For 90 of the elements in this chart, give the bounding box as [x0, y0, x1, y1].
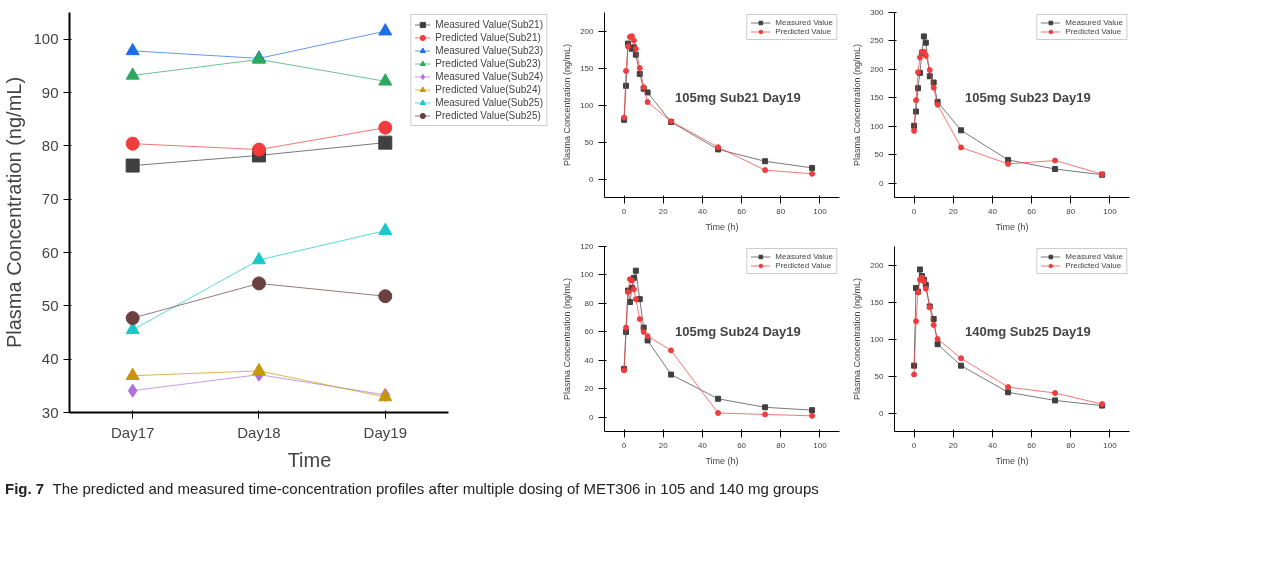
y-tick-label: 100 [580, 270, 595, 280]
legend-label: Measured Value [1065, 252, 1123, 261]
x-tick-label: 40 [697, 440, 708, 450]
y-tick-label: 50 [874, 371, 885, 381]
y-tick-label: 100 [580, 100, 595, 110]
legend-label: Predicted Value(Sub21) [435, 31, 541, 44]
x-tick-label: 0 [621, 440, 627, 450]
y-axis-title: Plasma Concentration (ng/mL) [562, 277, 573, 401]
x-tick-label: Day18 [237, 423, 281, 441]
x-tick-label: 80 [1066, 440, 1076, 450]
y-tick-label: 150 [870, 93, 885, 103]
x-tick-label: 40 [987, 440, 998, 450]
x-axis-title: Time (h) [705, 455, 739, 466]
legend-label: Predicted Value(Sub25) [435, 109, 541, 122]
y-tick-label: 70 [41, 190, 59, 208]
legend-label: Measured Value(Sub25) [435, 96, 543, 109]
legend-label: Predicted Value [775, 27, 832, 36]
y-tick-label: 250 [870, 36, 885, 46]
y-tick-label: 0 [879, 178, 885, 188]
y-tick-label: 100 [33, 30, 59, 48]
x-tick-label: 20 [948, 206, 959, 216]
y-tick-label: 80 [41, 136, 59, 154]
legend-label: Predicted Value(Sub24) [435, 83, 541, 96]
legend-label: Measured Value [775, 18, 833, 27]
x-tick-label: 60 [1027, 440, 1037, 450]
y-tick-label: 150 [870, 297, 885, 307]
x-axis-title: Time [287, 448, 332, 471]
y-tick-label: 100 [870, 121, 885, 131]
y-tick-label: 90 [41, 83, 59, 101]
y-axis-title: Plasma Concentration (ng/mL) [562, 43, 573, 167]
x-tick-label: 100 [813, 440, 828, 450]
x-tick-label: 60 [737, 206, 747, 216]
text: 105mg Sub21 Day19 [675, 90, 801, 105]
y-tick-label: 120 [580, 242, 595, 251]
y-axis-title: Plasma Concentration (ng/mL) [3, 76, 26, 349]
y-tick-label: 50 [584, 137, 595, 147]
y-tick-label: 300 [870, 8, 885, 17]
legend-label: Predicted Value [1065, 27, 1122, 36]
caption: Fig. 7 The predicted and measured time-concentration profiles after multiple dosing of MET306 in 105 and 140 mg groups [5, 479, 819, 499]
x-tick-label: 40 [987, 206, 998, 216]
text: 105mg Sub24 Day19 [675, 324, 801, 339]
y-tick-label: 60 [41, 243, 59, 261]
y-tick-label: 200 [580, 26, 595, 36]
x-tick-label: 60 [1027, 206, 1037, 216]
y-tick-label: 40 [584, 355, 595, 365]
x-tick-label: 20 [658, 440, 669, 450]
y-tick-label: 80 [584, 298, 595, 308]
x-tick-label: 20 [658, 206, 669, 216]
x-axis-title: Time (h) [705, 221, 739, 232]
x-tick-label: Day19 [363, 423, 407, 441]
y-tick-label: 200 [870, 260, 885, 270]
x-tick-label: 100 [813, 206, 828, 216]
x-tick-label: 0 [911, 440, 917, 450]
legend-label: Measured Value(Sub21) [435, 18, 543, 31]
x-tick-label: Day17 [110, 423, 155, 441]
legend-label: Predicted Value(Sub23) [435, 57, 541, 70]
text: 105mg Sub23 Day19 [965, 90, 1091, 105]
legend-label: Measured Value(Sub23) [435, 44, 543, 57]
y-tick-label: 30 [41, 403, 59, 421]
text: 140mg Sub25 Day19 [965, 324, 1091, 339]
y-tick-label: 100 [870, 334, 885, 344]
x-axis-title: Time (h) [995, 221, 1029, 232]
legend-label: Predicted Value [775, 261, 832, 270]
x-tick-label: 60 [737, 440, 747, 450]
y-tick-label: 40 [41, 350, 59, 368]
x-tick-label: 100 [1103, 206, 1118, 216]
legend-label: Measured Value(Sub24) [435, 70, 543, 83]
y-axis-title: Plasma Concentration (ng/mL) [852, 277, 863, 401]
x-tick-label: 80 [776, 440, 786, 450]
y-tick-label: 150 [580, 63, 595, 73]
y-tick-label: 0 [589, 174, 595, 184]
legend-label: Measured Value [775, 252, 833, 261]
x-tick-label: 80 [776, 206, 786, 216]
y-tick-label: 0 [879, 408, 885, 418]
y-tick-label: 200 [870, 64, 885, 74]
x-tick-label: 40 [697, 206, 708, 216]
legend-label: Predicted Value [1065, 261, 1122, 270]
x-tick-label: 100 [1103, 440, 1118, 450]
x-tick-label: 80 [1066, 206, 1076, 216]
x-tick-label: 0 [621, 206, 627, 216]
y-tick-label: 0 [589, 412, 595, 422]
legend-label: Measured Value [1065, 18, 1123, 27]
y-tick-label: 50 [874, 150, 885, 160]
y-tick-label: 50 [41, 296, 59, 314]
y-axis-title: Plasma Concentration (ng/mL) [852, 43, 863, 167]
x-axis-title: Time (h) [995, 455, 1029, 466]
x-tick-label: 20 [948, 440, 959, 450]
y-tick-label: 20 [584, 384, 595, 394]
y-tick-label: 60 [584, 327, 595, 337]
x-tick-label: 0 [911, 206, 917, 216]
